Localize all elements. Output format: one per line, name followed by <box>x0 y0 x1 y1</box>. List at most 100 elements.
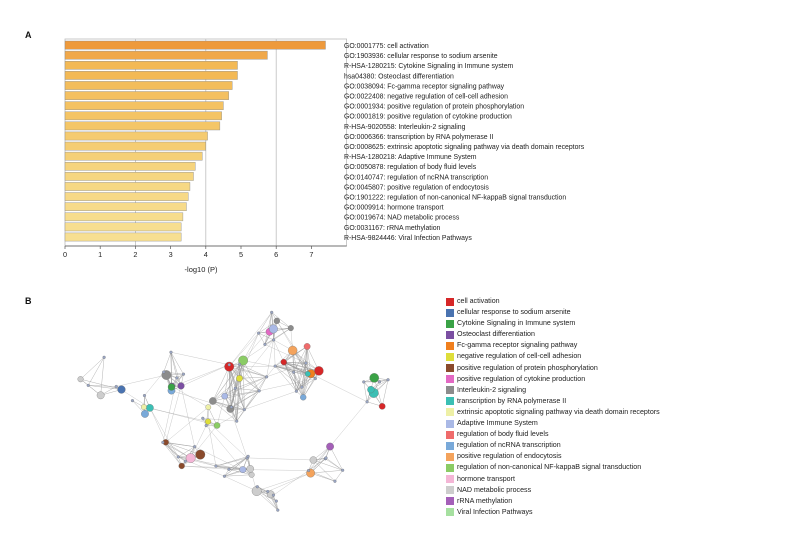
network-edge <box>170 352 178 378</box>
network-node <box>309 456 317 464</box>
network-edge <box>163 352 172 373</box>
network-edges <box>80 312 389 511</box>
network-edge <box>149 407 179 457</box>
legend-label: cell activation <box>457 297 500 305</box>
network-edge <box>224 476 257 492</box>
network-edge <box>313 459 343 471</box>
network-edge <box>216 396 225 426</box>
network-node <box>204 424 208 428</box>
network-edge <box>215 456 249 467</box>
bar-chart-bar <box>64 91 229 100</box>
legend-swatch <box>446 486 454 495</box>
network-node <box>195 449 206 460</box>
network-edge <box>275 365 303 388</box>
network-edge <box>170 352 230 365</box>
network-node <box>236 375 243 382</box>
network-edge <box>242 339 274 361</box>
network-edge <box>273 339 285 363</box>
network-node <box>238 362 242 366</box>
network-edge <box>266 365 276 377</box>
network-edge <box>230 408 248 458</box>
network-edge <box>292 350 304 398</box>
network-node <box>367 386 375 394</box>
network-node <box>270 310 274 314</box>
network-node <box>162 370 166 374</box>
network-edge <box>258 376 267 391</box>
network-edge <box>224 474 252 477</box>
network-node <box>224 361 235 372</box>
network-node <box>227 467 231 471</box>
network-edge <box>207 421 248 459</box>
network-edge <box>228 364 237 422</box>
network-node <box>213 422 221 429</box>
network-node <box>255 485 259 489</box>
network-edge <box>275 362 306 367</box>
network-edge <box>308 446 331 471</box>
network-edge <box>229 366 267 378</box>
bar-chart-category-label: GO:0008625: extrinsic apoptotic signalin… <box>344 144 585 151</box>
network-edge <box>271 312 291 329</box>
network-edge <box>165 442 179 458</box>
bar-chart-bar <box>64 232 182 242</box>
network-node <box>175 376 179 380</box>
network-edge <box>88 385 117 387</box>
legend-item: negative regulation of cell-cell adhesio… <box>446 351 766 362</box>
network-edge <box>224 376 267 397</box>
legend-item: transcription by RNA polymerase II <box>446 396 766 407</box>
network-node <box>294 389 298 393</box>
network-node <box>324 456 328 460</box>
network-edge <box>293 372 297 392</box>
network-edge <box>235 388 245 410</box>
network-node <box>287 325 294 332</box>
legend-swatch <box>446 475 454 483</box>
network-node <box>271 493 275 497</box>
network-edge <box>302 363 307 398</box>
legend-label: rRNA methylation <box>457 496 513 505</box>
legend-label: hormone transport <box>457 474 515 483</box>
network-node <box>246 454 250 458</box>
network-node <box>183 459 187 463</box>
network-graph <box>77 310 390 512</box>
bar-chart-bar <box>64 131 208 141</box>
network-node <box>263 342 267 346</box>
network-edge <box>212 366 230 402</box>
network-node <box>300 394 307 401</box>
network-edge <box>190 425 207 459</box>
network-node <box>272 338 276 342</box>
network-edge <box>178 456 217 467</box>
network-edge <box>275 365 308 375</box>
network-edge <box>229 364 260 392</box>
network-edge <box>273 495 279 511</box>
bar-chart-category-label: GO:0045807: positive regulation of endoc… <box>344 184 489 191</box>
bar-chart-bar <box>64 141 207 151</box>
bar-chart-bar <box>64 161 196 171</box>
network-node <box>377 380 382 384</box>
legend-swatch <box>446 419 454 428</box>
legend-swatch <box>446 452 454 461</box>
legend-label: positive regulation of protein phosphory… <box>457 363 598 372</box>
network-edge <box>236 360 244 422</box>
bar-chart-category-label: hsa04380: Osteoclast differentiation <box>344 73 454 80</box>
legend-swatch <box>446 508 454 517</box>
network-node <box>176 455 180 459</box>
network-node <box>266 489 270 494</box>
legend-swatch <box>446 441 454 450</box>
network-edge <box>239 378 245 410</box>
network-node <box>214 464 218 468</box>
network-edge <box>258 312 272 334</box>
legend-item: Interleukin-2 signaling <box>446 385 766 396</box>
network-edge <box>334 470 343 482</box>
network-edge <box>228 469 252 475</box>
network-node <box>314 366 324 376</box>
network-node <box>238 355 248 366</box>
network-node <box>140 404 147 410</box>
legend-label: regulation of non-canonical NF-kappaB si… <box>457 463 642 472</box>
network-node <box>229 405 234 409</box>
network-edge <box>296 373 308 392</box>
network-node <box>161 440 165 444</box>
network-edge <box>310 470 343 474</box>
network-edge <box>301 363 307 388</box>
bar-chart-category-label: R-HSA-9824446: Viral Infection Pathways <box>344 235 472 242</box>
network-edge <box>208 407 218 426</box>
legend-label: regulation of body fluid levels <box>457 430 549 439</box>
